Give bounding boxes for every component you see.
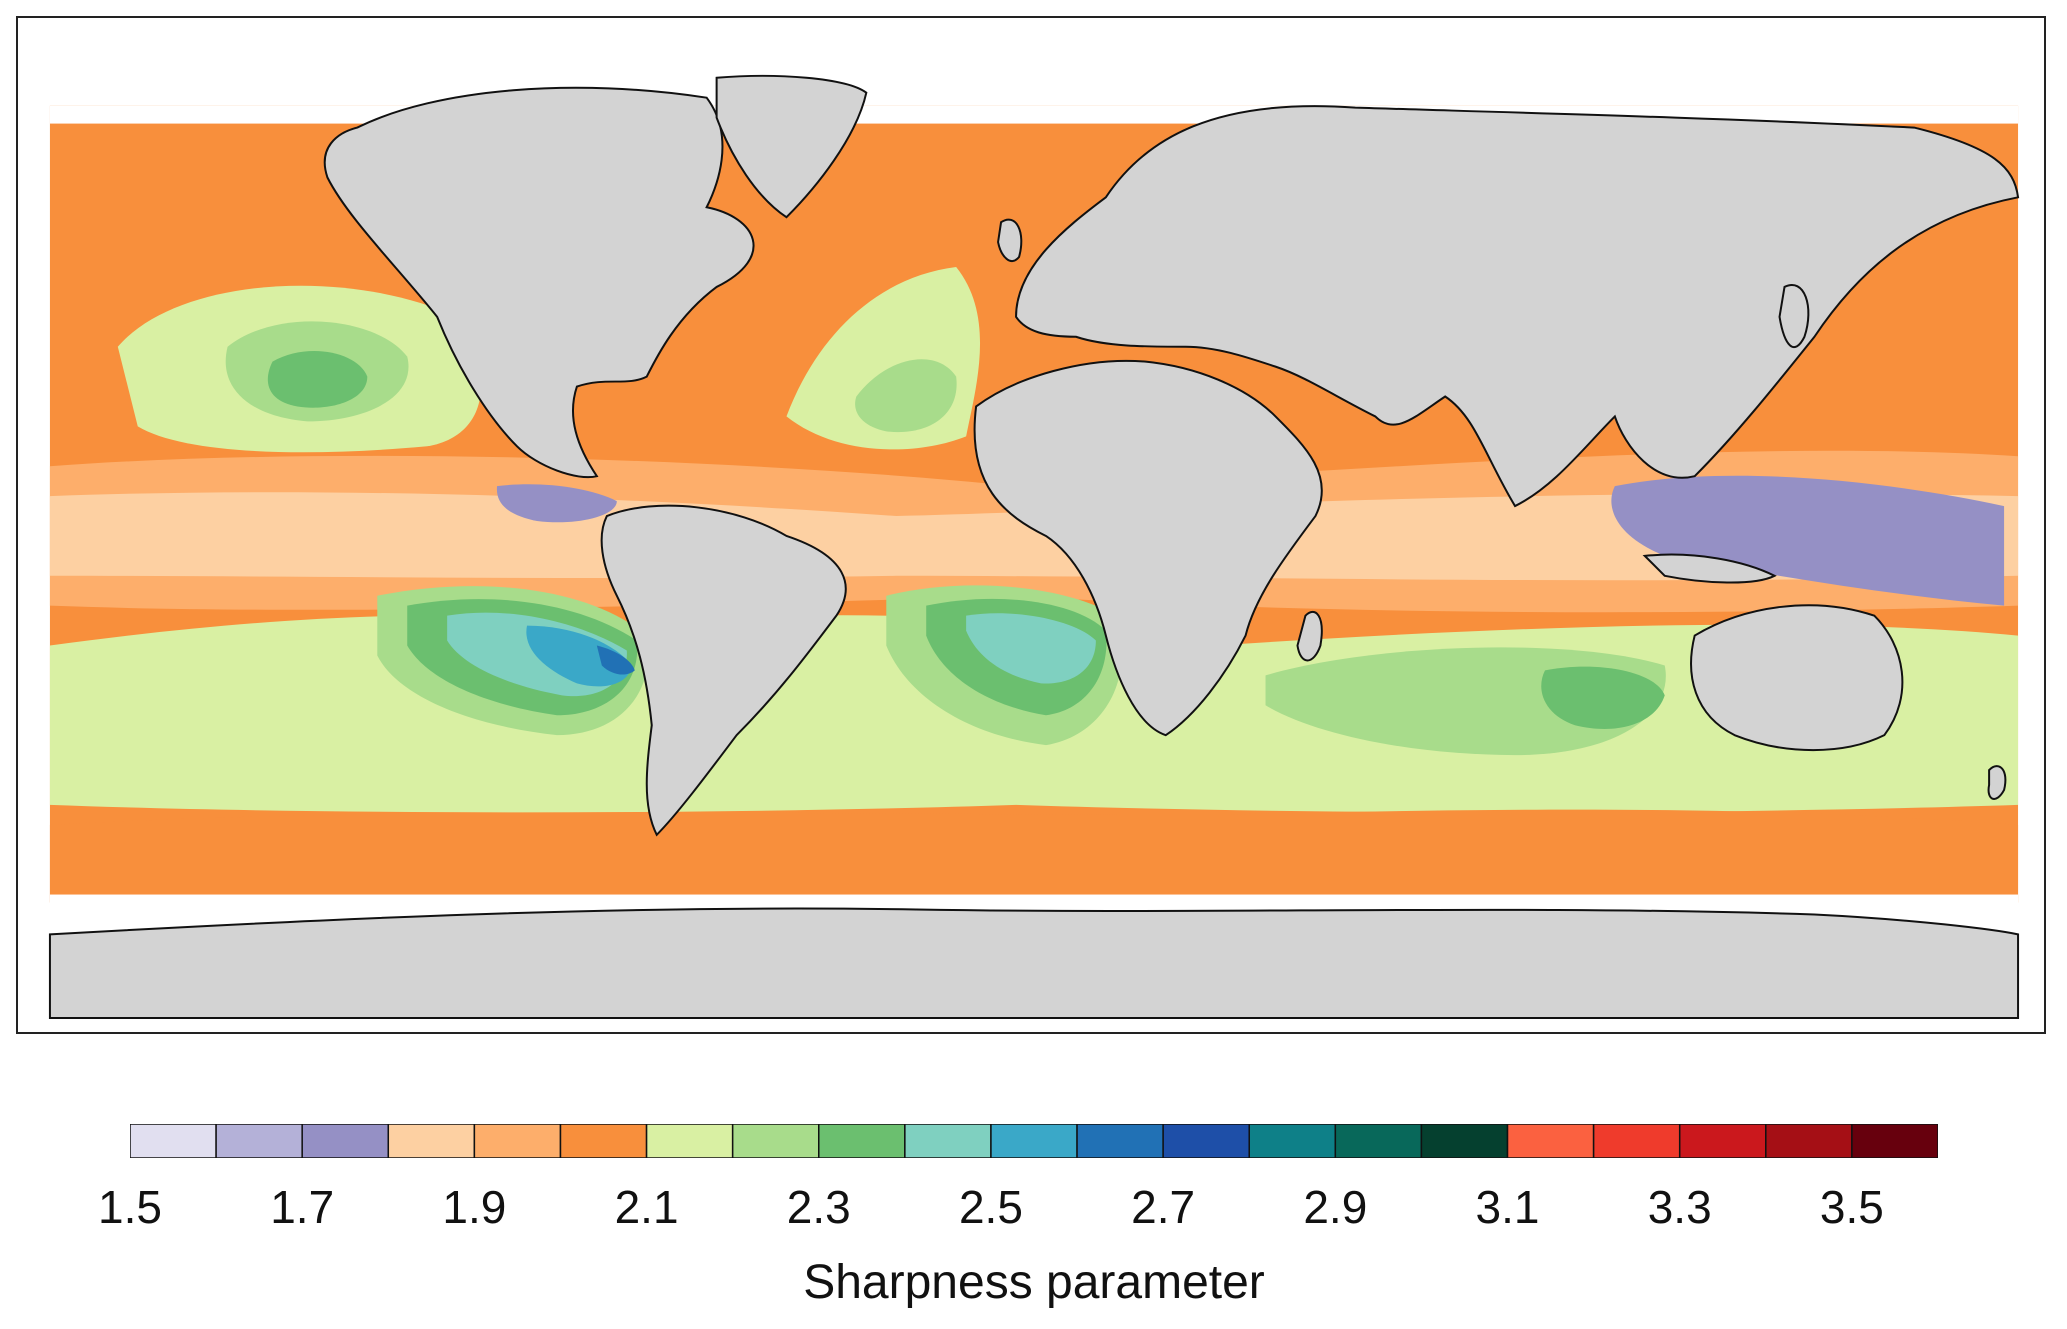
colorbar-bin-18 xyxy=(1678,1124,1767,1158)
east-pacific-low-zone xyxy=(496,484,617,523)
colorbar-bin-2 xyxy=(301,1124,390,1158)
colorbar-bin-14 xyxy=(1334,1124,1423,1158)
colorbar-bin-9 xyxy=(904,1124,992,1158)
colorbar-bin-17 xyxy=(1592,1124,1681,1158)
colorbar-bin-15 xyxy=(1420,1124,1509,1158)
antarctica xyxy=(48,907,2020,1020)
north-pacific-gyre-center xyxy=(267,351,368,408)
madagascar xyxy=(1296,610,1323,662)
colorbar-bin-11 xyxy=(1076,1124,1164,1158)
colorbar-tick-label: 2.5 xyxy=(958,1181,1023,1233)
colorbar-bin-6 xyxy=(645,1124,734,1158)
colorbar-bin-13 xyxy=(1248,1124,1337,1158)
north-atlantic-gyre-core xyxy=(855,359,957,433)
colorbar-bin-0 xyxy=(130,1124,217,1158)
indonesia xyxy=(1642,553,1777,584)
south-pacific-gyre-core xyxy=(526,625,632,687)
africa xyxy=(973,359,1323,737)
colorbar-tick-label: 3.3 xyxy=(1647,1181,1712,1233)
indian-ocean-gyre-core xyxy=(1541,666,1665,729)
colorbar-bin-4 xyxy=(473,1124,562,1158)
colorbar-tick-label: 3.5 xyxy=(1819,1181,1884,1233)
eurasia xyxy=(1015,105,2020,508)
colorbar-tick-label: 2.9 xyxy=(1303,1181,1368,1233)
west-pacific-low-zone xyxy=(1611,475,2005,606)
world-map xyxy=(48,74,2020,1020)
colorbar-bin-3 xyxy=(387,1124,476,1158)
colorbar-bin-16 xyxy=(1506,1124,1595,1158)
british-isles xyxy=(997,218,1023,263)
australia xyxy=(1690,604,1904,752)
colorbar-bin-20 xyxy=(1851,1124,1938,1158)
new-zealand xyxy=(1987,765,2007,800)
colorbar-bin-8 xyxy=(818,1124,906,1158)
greenland xyxy=(715,74,868,219)
south-atlantic-gyre-core xyxy=(966,613,1096,684)
colorbar-tick-label: 1.5 xyxy=(98,1181,162,1233)
colorbar-tick-label: 2.1 xyxy=(614,1181,679,1233)
colorbar-title: Sharpness parameter xyxy=(803,1256,1265,1309)
map-panel xyxy=(16,16,2046,1034)
south-pacific-gyre-max xyxy=(596,645,635,675)
colorbar-tick-label: 2.7 xyxy=(1131,1181,1196,1233)
colorbar-bin-19 xyxy=(1765,1124,1853,1158)
colorbar-bin-5 xyxy=(559,1124,648,1158)
colorbar-bin-1 xyxy=(215,1124,303,1158)
colorbar-tick-label: 1.7 xyxy=(270,1181,335,1233)
landmasses xyxy=(48,74,2020,1020)
southern-ocean-band xyxy=(49,809,2019,903)
japan xyxy=(1778,284,1810,349)
colorbar-tick-label: 1.9 xyxy=(442,1181,507,1233)
colorbar-tick-label: 2.3 xyxy=(786,1181,851,1233)
colorbar xyxy=(130,1124,1938,1158)
south-america xyxy=(600,504,847,837)
colorbar-bin-10 xyxy=(990,1124,1078,1158)
north-america xyxy=(323,86,755,479)
colorbar-bin-12 xyxy=(1162,1124,1250,1158)
colorbar-bin-7 xyxy=(731,1124,820,1158)
colorbar-tick-label: 3.1 xyxy=(1475,1181,1540,1233)
